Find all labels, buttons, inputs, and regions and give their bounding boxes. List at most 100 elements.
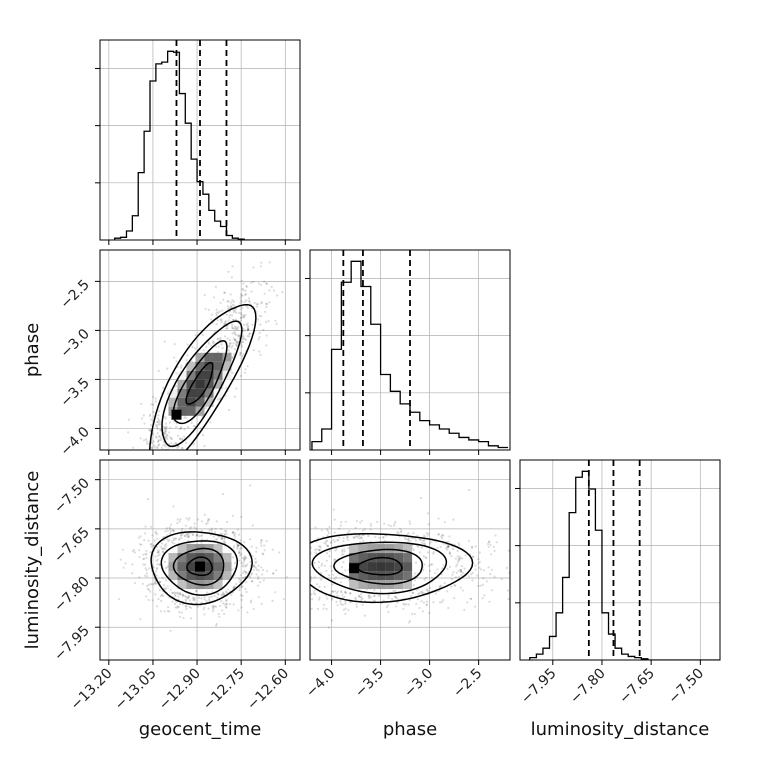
scatter-point — [255, 550, 258, 553]
scatter-point — [495, 541, 498, 544]
scatter-point — [210, 595, 213, 598]
scatter-point — [225, 603, 228, 606]
scatter-point — [478, 560, 481, 564]
scatter-point — [224, 320, 227, 323]
scatter-point — [229, 301, 233, 304]
scatter-point — [123, 489, 125, 491]
x-tick-label-luminosity_distance-3: −7.50 — [666, 666, 708, 708]
scatter-point — [327, 544, 330, 548]
scatter-point — [177, 445, 180, 448]
scatter-point — [410, 595, 413, 598]
scatter-point — [340, 553, 343, 556]
scatter-point — [327, 626, 330, 629]
scatter-point — [295, 570, 297, 572]
scatter-point — [187, 596, 190, 599]
scatter-point — [260, 566, 263, 569]
scatter-point — [233, 304, 236, 307]
scatter-point — [139, 543, 142, 546]
scatter-point — [201, 538, 204, 541]
scatter-point — [310, 598, 314, 601]
x-tick-label-geocent_time-3: −12.75 — [200, 666, 248, 714]
scatter-point — [188, 534, 191, 538]
scatter-point — [208, 529, 211, 532]
scatter-point — [166, 529, 169, 532]
scatter-point — [132, 446, 135, 449]
scatter-point — [239, 308, 242, 311]
scatter-point — [429, 586, 432, 590]
scatter-point — [247, 328, 250, 331]
scatter-point — [323, 585, 326, 588]
scatter-point — [180, 534, 183, 537]
scatter-point — [165, 542, 168, 546]
scatter-point — [250, 281, 253, 284]
density-cell — [186, 361, 196, 371]
y-tick-label-phase-1: −3.5 — [57, 375, 92, 410]
scatter-point — [167, 473, 169, 475]
density-cell — [358, 571, 368, 581]
mode-marker — [349, 563, 360, 574]
scatter-point — [454, 557, 457, 560]
scatter-point — [220, 594, 223, 597]
contour-level-3 — [148, 303, 257, 450]
scatter-point — [230, 346, 233, 349]
scatter-point — [446, 546, 450, 549]
scatter-point — [176, 592, 179, 595]
scatter-point — [188, 517, 191, 520]
scatter-point — [409, 522, 412, 525]
scatter-point — [403, 603, 406, 606]
scatter-point — [226, 327, 229, 330]
scatter-point — [130, 467, 132, 469]
scatter-point — [453, 597, 456, 600]
scatter-point — [190, 526, 193, 529]
scatter-point — [329, 541, 332, 544]
scatter-point — [333, 558, 336, 561]
scatter-point — [440, 600, 443, 604]
scatter-point — [236, 334, 239, 337]
scatter-point — [150, 447, 153, 450]
scatter-point — [407, 532, 410, 535]
scatter-point — [139, 535, 142, 538]
scatter-point — [229, 293, 232, 296]
x-tick-label-phase-3: −2.5 — [450, 666, 485, 701]
scatter-point — [423, 534, 426, 537]
scatter-point — [240, 606, 243, 609]
scatter-point — [178, 611, 181, 614]
scatter-point — [458, 555, 461, 559]
y-tick-label-luminosity_distance-0: −7.95 — [51, 623, 93, 665]
scatter-point — [176, 606, 179, 609]
scatter-point — [152, 544, 155, 547]
scatter-point — [263, 292, 266, 295]
scatter-point — [301, 572, 303, 574]
scatter-point — [301, 581, 303, 583]
scatter-point — [155, 426, 158, 429]
scatter-point — [147, 583, 150, 587]
scatter-point — [203, 613, 206, 616]
density-cell — [177, 406, 187, 416]
y-tick-label-phase-3: −2.5 — [57, 277, 92, 312]
scatter-point — [211, 610, 214, 613]
scatter-point — [412, 584, 415, 587]
scatter-point — [226, 520, 229, 524]
scatter-point — [144, 491, 146, 493]
contour-level-2 — [311, 541, 448, 595]
scatter-point — [425, 604, 428, 607]
scatter-point — [232, 603, 235, 606]
scatter-point — [132, 548, 136, 552]
scatter-point — [196, 533, 199, 537]
scatter-point — [246, 306, 249, 310]
scatter-point — [216, 596, 219, 599]
scatter-point — [150, 542, 153, 546]
scatter-point — [206, 591, 209, 594]
scatter-point — [265, 334, 268, 337]
scatter-point — [232, 309, 235, 312]
scatter-point — [417, 545, 420, 548]
scatter-point — [329, 565, 332, 568]
scatter-point — [225, 530, 228, 533]
scatter-point — [225, 600, 228, 603]
scatter-point — [447, 606, 450, 610]
scatter-point — [500, 578, 503, 581]
scatter-point — [207, 308, 210, 311]
density-cell — [186, 397, 196, 407]
scatter-point — [181, 527, 184, 531]
scatter-point — [243, 329, 247, 332]
